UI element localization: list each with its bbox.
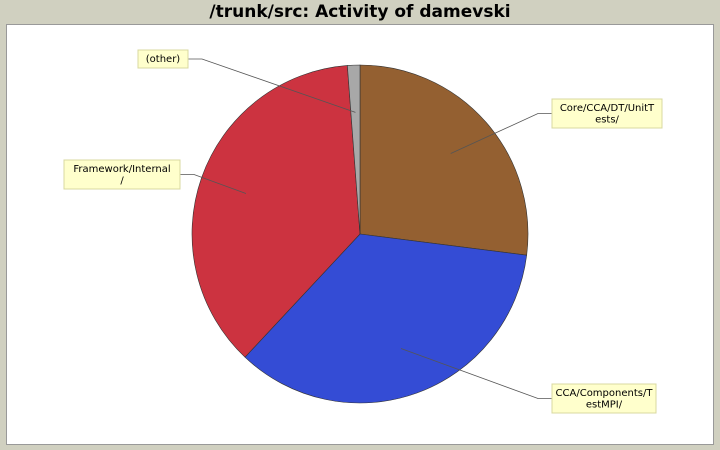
leader-line-2 — [180, 174, 247, 194]
pie-slice-2 — [191, 65, 361, 358]
slice-label-text: Framework/Internal — [73, 164, 170, 175]
slice-label-box-2 — [63, 159, 181, 190]
pie-slice-0 — [359, 64, 529, 256]
slice-label-text: (other) — [146, 54, 181, 65]
chart-title: /trunk/src: Activity of damevski — [209, 2, 511, 22]
slice-label-box-3 — [137, 49, 189, 69]
slice-label-text: Core/CCA/DT/UnitT — [560, 103, 655, 114]
slice-label-text: / — [120, 176, 124, 187]
leader-line-0 — [450, 113, 552, 154]
pie-slice-3 — [347, 64, 361, 235]
leader-line-3 — [188, 58, 356, 113]
slice-label-text: ests/ — [595, 115, 619, 126]
leader-line-1 — [400, 348, 552, 399]
slice-label-text: CCA/Components/T — [556, 388, 654, 399]
slice-label-box-1 — [551, 383, 657, 414]
slice-label-box-0 — [551, 98, 663, 129]
slice-label-text: estMPI/ — [586, 400, 623, 411]
pie-slice-1 — [244, 233, 528, 404]
